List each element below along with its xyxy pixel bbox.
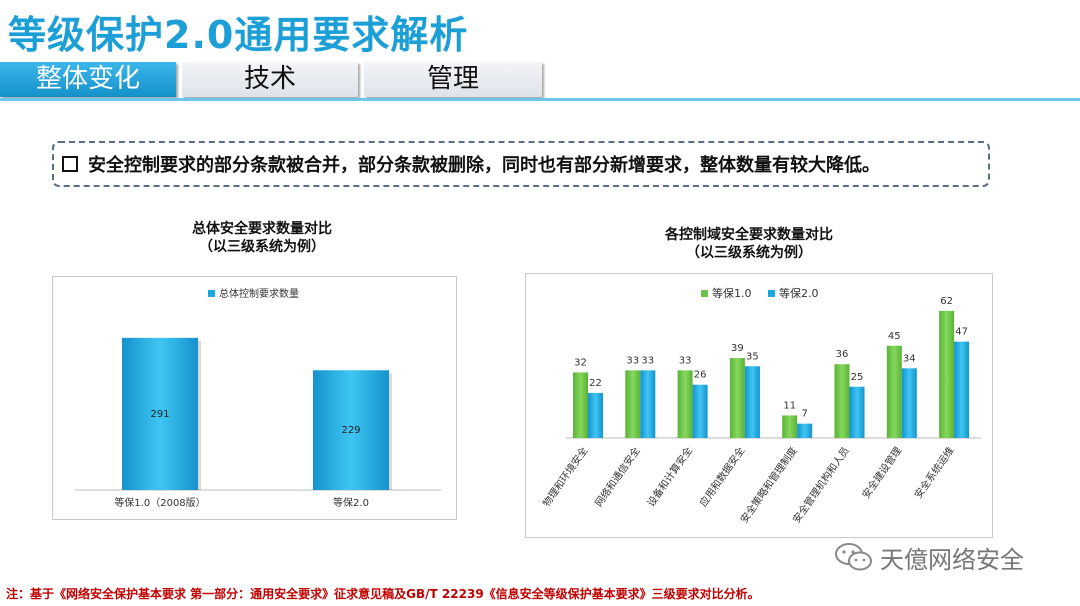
chart1-category-label-1: 等保2.0 — [333, 496, 369, 509]
chart2-data-label-1-0: 33 — [626, 355, 639, 366]
callout-text: 安全控制要求的部分条款被合并，部分条款被删除，同时也有部分新增要求，整体数量有较… — [88, 155, 880, 176]
chart2-bar-5-0 — [834, 364, 850, 438]
chart1-legend-label: 总体控制要求数量 — [219, 287, 299, 300]
chart2-bar-7-0 — [939, 310, 955, 438]
chart2-bar-1-1 — [640, 370, 656, 438]
chart2-data-label-0-1: 22 — [589, 378, 602, 389]
chart2-bar-4-0 — [782, 415, 798, 438]
chart2-legend-label-0: 等保1.0 — [712, 286, 752, 300]
chart1-bar-1 — [313, 370, 389, 490]
chart2-category-label-2: 设备和计算安全 — [644, 444, 695, 509]
chart2-bar-1-0 — [625, 370, 641, 438]
footnote: 注：基于《网络安全保护基本要求 第一部分：通用安全要求》征求意见稿及GB/T 2… — [6, 587, 760, 601]
chart2-bar-3-1 — [744, 366, 760, 438]
chart2-legend-swatch-0 — [701, 290, 708, 297]
chart2-category-label-1: 网络和通信安全 — [592, 444, 643, 509]
chart2-data-label-4-0: 11 — [783, 400, 796, 411]
page-title: 等级保护2.0通用要求解析 — [8, 13, 469, 57]
tab-management[interactable]: 管理 — [364, 62, 542, 97]
chart2-title: 各控制域安全要求数量对比 — [665, 227, 833, 243]
chart1-data-label-1: 229 — [341, 425, 360, 436]
chart2-bar-3-0 — [729, 358, 745, 438]
chart2-bar-7-1 — [954, 341, 970, 438]
tab-bar: 整体变化 技术 管理 — [0, 62, 1080, 102]
chart2-data-label-7-1: 47 — [955, 327, 968, 338]
tab-overall-change[interactable]: 整体变化 — [0, 62, 176, 97]
chart2-bar-2-1 — [692, 384, 708, 438]
chart2-data-label-1-1: 33 — [641, 355, 654, 366]
chart2-data-label-3-0: 39 — [731, 343, 744, 354]
tab-technology[interactable]: 技术 — [182, 62, 358, 97]
chart2-data-label-3-1: 35 — [746, 351, 759, 362]
chart2-data-label-5-1: 25 — [851, 372, 864, 383]
chart2-data-label-6-1: 34 — [903, 353, 916, 364]
chart2-data-label-4-1: 7 — [802, 409, 808, 420]
chart2-data-label-6-0: 45 — [888, 331, 901, 342]
chart1-total-requirements: 总体控制要求数量 291 等保1.0（2008版） 229 等保2.0 — [52, 276, 457, 520]
chart2-category-label-6: 安全建设管理 — [859, 444, 904, 501]
wechat-icon — [835, 543, 872, 571]
chart1-category-label-0: 等保1.0（2008版） — [114, 496, 205, 509]
chart2-bar-0-1 — [588, 392, 603, 438]
chart2-data-label-7-0: 62 — [940, 296, 953, 307]
chart2-subtitle: （以三级系统为例） — [686, 245, 812, 261]
chart2-domain-requirements: 等保1.0 等保2.0 32 22 物理和环境安全 33 33 网络和通信安全 33 26 设备和计… — [525, 273, 993, 538]
tab-underline — [0, 98, 1080, 101]
chart2-bar-2-0 — [677, 370, 693, 438]
chart2-bar-5-1 — [849, 386, 865, 438]
watermark: 天億网络安全 — [834, 540, 1024, 574]
chart1-legend-swatch — [208, 290, 215, 297]
chart1-svg: 总体控制要求数量 291 等保1.0（2008版） 229 等保2.0 — [75, 287, 441, 509]
chart2-category-label-4: 安全策略和管理制度 — [737, 444, 799, 525]
chart2-title-block: 各控制域安全要求数量对比 （以三级系统为例） — [525, 226, 973, 262]
chart2-category-label-7: 安全系统运维 — [911, 444, 956, 501]
chart1-bar-0 — [122, 337, 198, 490]
chart2-bar-6-1 — [901, 368, 917, 438]
chart2-category-label-3: 应用和数据安全 — [697, 444, 748, 509]
chart2-data-label-0-0: 32 — [574, 357, 587, 368]
chart2-category-label-5: 安全管理机构和人员 — [790, 444, 852, 525]
chart2-bar-4-1 — [797, 423, 813, 438]
chart1-data-label-0: 291 — [150, 409, 169, 420]
chart1-title: 总体安全要求数量对比 — [192, 221, 332, 237]
chart2-bar-6-0 — [886, 345, 902, 438]
chart2-legend-label-1: 等保2.0 — [779, 286, 819, 300]
chart2-category-label-0: 物理和环境安全 — [540, 444, 591, 509]
chart2-legend-swatch-1 — [768, 290, 775, 297]
chart1-title-block: 总体安全要求数量对比 （以三级系统为例） — [52, 220, 472, 256]
chart2-data-label-2-1: 26 — [694, 370, 707, 381]
chart2-data-label-5-0: 36 — [836, 349, 849, 360]
callout-box: 安全控制要求的部分条款被合并，部分条款被删除，同时也有部分新增要求，整体数量有较… — [52, 141, 990, 187]
chart2-data-label-2-0: 33 — [679, 355, 692, 366]
chart1-subtitle: （以三级系统为例） — [199, 239, 325, 255]
chart2-bar-0-0 — [573, 372, 588, 438]
checkbox-bullet-icon — [62, 156, 78, 172]
watermark-text: 天億网络安全 — [880, 545, 1024, 574]
